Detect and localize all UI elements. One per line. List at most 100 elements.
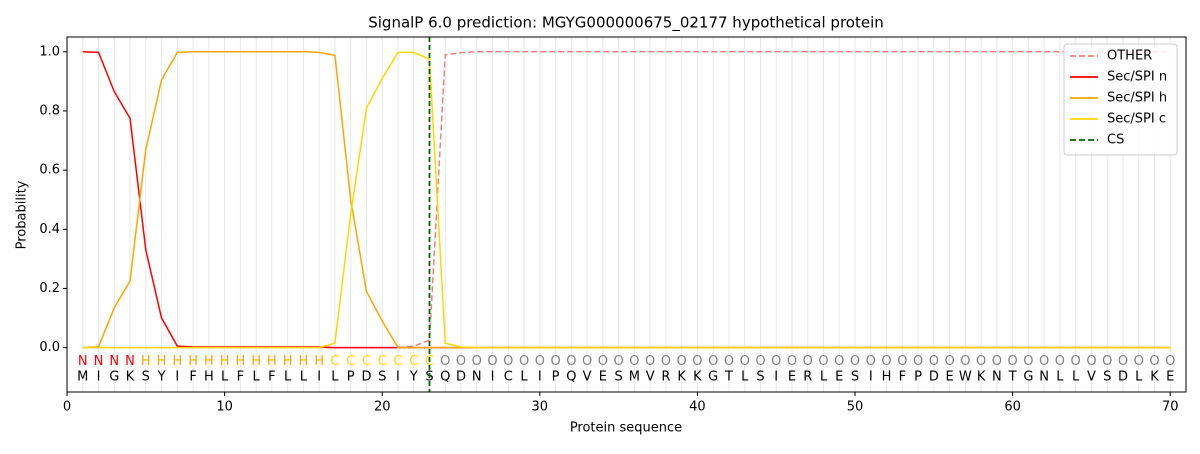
residue: I — [97, 370, 101, 385]
region-label: O — [818, 354, 828, 369]
residue: Q — [566, 370, 576, 385]
residue: M — [77, 370, 88, 385]
region-label: O — [598, 354, 608, 369]
region-label: C — [393, 354, 402, 369]
residue: N — [472, 370, 482, 385]
region-label: O — [1102, 354, 1112, 369]
residue: T — [1008, 370, 1017, 385]
residue: I — [396, 370, 400, 385]
region-label: O — [740, 354, 750, 369]
residue: F — [899, 370, 906, 385]
residue: I — [774, 370, 778, 385]
region-label: O — [1023, 354, 1033, 369]
region-label: O — [535, 354, 545, 369]
y-tick-label: 1.0 — [39, 44, 60, 59]
residue: P — [347, 370, 355, 385]
residue: F — [268, 370, 275, 385]
residue: I — [317, 370, 321, 385]
region-label: O — [708, 354, 718, 369]
region-label: O — [1149, 354, 1159, 369]
residue: D — [456, 370, 466, 385]
region-label: H — [157, 354, 167, 369]
residue: S — [614, 370, 622, 385]
y-tick-label: 0.8 — [39, 103, 60, 118]
residue: K — [977, 370, 986, 385]
region-label: H — [172, 354, 182, 369]
residue: K — [126, 370, 135, 385]
residue: H — [204, 370, 214, 385]
residue: L — [1056, 370, 1064, 385]
residue: I — [491, 370, 495, 385]
region-label: O — [771, 354, 781, 369]
residue: Y — [409, 370, 418, 385]
region-label: H — [220, 354, 230, 369]
residue: M — [629, 370, 640, 385]
region-label: O — [1134, 354, 1144, 369]
region-label: O — [677, 354, 687, 369]
legend-label: Sec/SPI n — [1107, 70, 1167, 85]
residue: F — [237, 370, 244, 385]
residue: C — [504, 370, 513, 385]
residue: R — [661, 370, 670, 385]
region-label: C — [362, 354, 371, 369]
residue: S — [142, 370, 150, 385]
residue: E — [945, 370, 953, 385]
residue: V — [1087, 370, 1096, 385]
region-label: O — [881, 354, 891, 369]
residue: V — [583, 370, 592, 385]
region-label: C — [378, 354, 387, 369]
residue: K — [1150, 370, 1159, 385]
x-tick-label: 50 — [847, 400, 864, 415]
region-label: C — [409, 354, 418, 369]
region-label: O — [1118, 354, 1128, 369]
region-label: O — [661, 354, 671, 369]
region-label: O — [724, 354, 734, 369]
x-axis-label: Protein sequence — [570, 421, 682, 436]
region-label: O — [944, 354, 954, 369]
region-label: O — [503, 354, 513, 369]
region-label: N — [125, 354, 135, 369]
residue: N — [1039, 370, 1049, 385]
residue: S — [1103, 370, 1111, 385]
residue: H — [882, 370, 892, 385]
residue: I — [175, 370, 179, 385]
region-label: O — [629, 354, 639, 369]
residue: E — [835, 370, 843, 385]
region-label: H — [267, 354, 277, 369]
region-label: O — [803, 354, 813, 369]
region-label: O — [582, 354, 592, 369]
residue: R — [803, 370, 812, 385]
residue: K — [693, 370, 702, 385]
residue: P — [552, 370, 560, 385]
x-tick-label: 30 — [532, 400, 549, 415]
residue: L — [520, 370, 528, 385]
region-label: O — [472, 354, 482, 369]
region-label: H — [141, 354, 151, 369]
region-label: O — [440, 354, 450, 369]
region-label: O — [1055, 354, 1065, 369]
region-label: O — [787, 354, 797, 369]
residue: P — [914, 370, 922, 385]
residue: N — [992, 370, 1002, 385]
residue: G — [109, 370, 119, 385]
residue: Q — [440, 370, 450, 385]
region-label: O — [1165, 354, 1175, 369]
chart-title: SignalP 6.0 prediction: MGYG000000675_02… — [368, 14, 884, 33]
residue: D — [1118, 370, 1128, 385]
residue: K — [677, 370, 686, 385]
region-label: C — [346, 354, 355, 369]
region-label: H — [235, 354, 245, 369]
residue: G — [1023, 370, 1033, 385]
region-label: O — [566, 354, 576, 369]
region-label: O — [550, 354, 560, 369]
x-tick-label: 10 — [216, 400, 233, 415]
region-label: O — [692, 354, 702, 369]
legend-label: Sec/SPI h — [1107, 91, 1167, 106]
region-label: H — [188, 354, 198, 369]
residue: L — [221, 370, 229, 385]
region-label: O — [850, 354, 860, 369]
region-label: O — [992, 354, 1002, 369]
residue: V — [646, 370, 655, 385]
residue: L — [300, 370, 308, 385]
